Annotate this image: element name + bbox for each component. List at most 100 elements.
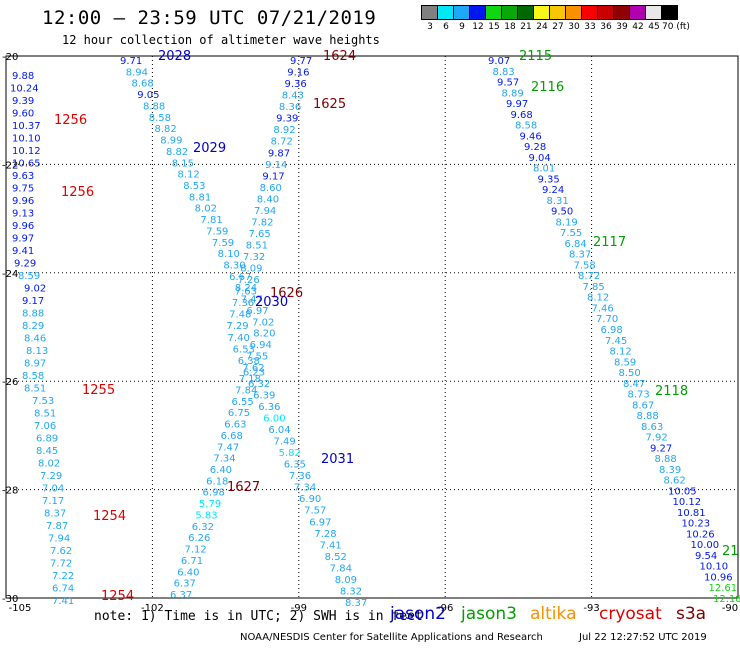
wave-height-value: 8.02 bbox=[38, 459, 60, 470]
wave-height-value: 8.09 bbox=[240, 264, 262, 275]
wave-height-value: 6.38 bbox=[238, 356, 260, 367]
wave-height-value: 8.02 bbox=[195, 204, 217, 215]
color-legend-labels: 3 6 9 12 15 18 21 24 27 30 33 36 39 42 45 70 (ft) bbox=[422, 22, 702, 32]
legend-altika: altika bbox=[530, 604, 577, 624]
wave-height-value: 8.72 bbox=[271, 137, 293, 148]
legend-label: 24 bbox=[536, 22, 548, 32]
wave-height-value: 9.97 bbox=[12, 234, 34, 245]
wave-height-value: 7.47 bbox=[241, 295, 263, 306]
pass-time-label: 1256 bbox=[61, 185, 94, 200]
wave-height-value: 8.20 bbox=[253, 329, 275, 340]
wave-height-value: 9.77 bbox=[290, 56, 312, 67]
wave-height-value: 8.92 bbox=[273, 125, 295, 136]
wave-height-value: 6.84 bbox=[565, 239, 587, 250]
wave-height-value: 6.68 bbox=[221, 431, 243, 442]
wave-height-value: 9.29 bbox=[14, 259, 36, 270]
wave-height-value: 7.04 bbox=[42, 484, 64, 495]
wave-height-value: 8.88 bbox=[143, 101, 165, 112]
map-title: 12:00 — 23:59 UTC 07/21/2019 bbox=[42, 7, 377, 29]
wave-height-value: 7.26 bbox=[237, 275, 259, 286]
legend-s3a: s3a bbox=[676, 604, 707, 624]
wave-height-value: 8.63 bbox=[641, 422, 663, 433]
legend-label: 39 bbox=[616, 22, 628, 32]
lat-tick-label: -26 bbox=[2, 377, 18, 388]
wave-height-value: 9.60 bbox=[12, 109, 34, 120]
wave-height-value: 10.10 bbox=[700, 562, 729, 573]
wave-height-value: 7.12 bbox=[184, 545, 206, 556]
wave-height-value: 10.96 bbox=[704, 572, 733, 583]
wave-height-value: 8.89 bbox=[502, 88, 524, 99]
wave-height-value: 8.88 bbox=[655, 454, 677, 465]
wave-height-value: 9.02 bbox=[24, 284, 46, 295]
wave-height-value: 7.55 bbox=[560, 228, 582, 239]
legend-label: 42 bbox=[632, 22, 644, 32]
wave-height-value: 6.40 bbox=[210, 465, 232, 476]
legend-label: 36 bbox=[600, 22, 612, 32]
wave-height-value: 6.37 bbox=[170, 590, 192, 601]
lon-tick-label: -99 bbox=[291, 603, 307, 614]
wave-height-value: 8.67 bbox=[632, 400, 654, 411]
footer-note: note: 1) Time is in UTC; 2) SWH is in fe… bbox=[94, 609, 423, 624]
wave-height-value: 9.68 bbox=[511, 110, 533, 121]
time-labels: 2028 1624 2115 2116 1625 1256 2029 1256 2117 1626… bbox=[54, 49, 740, 604]
wave-height-value: 7.28 bbox=[314, 529, 336, 540]
wave-height-value: 7.84 bbox=[235, 385, 257, 396]
wave-height-value: 7.34 bbox=[213, 454, 235, 465]
wave-height-value: 8.31 bbox=[547, 196, 569, 207]
wave-height-value: 7.62 bbox=[242, 363, 264, 374]
wave-height-value: 8.81 bbox=[189, 192, 211, 203]
wave-height-value: 7.22 bbox=[52, 571, 74, 582]
wave-height-value: 7.59 bbox=[212, 238, 234, 249]
wave-height-value: 9.17 bbox=[262, 171, 284, 182]
wave-height-value: 7.57 bbox=[304, 506, 326, 517]
wave-height-value: 6.35 bbox=[284, 460, 306, 471]
wave-height-value: 9.54 bbox=[695, 551, 717, 562]
lat-tick-label: -22 bbox=[2, 160, 18, 171]
wave-height-value: 8.12 bbox=[177, 170, 199, 181]
wave-height-value: 6.90 bbox=[299, 494, 321, 505]
wave-height-value: 9.28 bbox=[524, 142, 546, 153]
wave-height-value: 5.83 bbox=[195, 510, 217, 521]
wave-height-value: 6.37 bbox=[174, 579, 196, 590]
wave-height-value: 8.12 bbox=[610, 347, 632, 358]
wave-height-value: 10.00 bbox=[691, 540, 720, 551]
wave-height-value: 9.75 bbox=[12, 184, 34, 195]
axis-ticks: -20 -22 -24 -26 -28 -30-105 -102 -99 -96 -93 -90 bbox=[2, 52, 738, 614]
wave-height-value: 7.62 bbox=[50, 546, 72, 557]
wave-height-value: 10.26 bbox=[686, 529, 715, 540]
wave-height-value: 5.79 bbox=[199, 499, 221, 510]
lat-tick-label: -28 bbox=[2, 486, 18, 497]
wave-height-value: 6.75 bbox=[228, 408, 250, 419]
wave-height-value: 7.92 bbox=[646, 433, 668, 444]
wave-height-value: 10.81 bbox=[677, 508, 706, 519]
legend-label: 21 bbox=[520, 22, 532, 32]
wave-height-value: 9.24 bbox=[542, 185, 564, 196]
wave-height-value: 8.29 bbox=[22, 321, 44, 332]
wave-height-value: 7.48 bbox=[229, 310, 251, 321]
wave-height-value: 6.97 bbox=[309, 517, 331, 528]
wave-height-value: 7.94 bbox=[254, 206, 276, 217]
wave-height-value: 8.68 bbox=[131, 79, 153, 90]
footer-credit: NOAA/NESDIS Center for Satellite Applica… bbox=[240, 632, 543, 643]
wave-height-value: 10.37 bbox=[12, 121, 41, 132]
wave-height-value: 10.12 bbox=[673, 497, 702, 508]
map-frame bbox=[5, 55, 739, 599]
legend-label: 30 bbox=[568, 22, 580, 32]
wave-height-value: 7.72 bbox=[50, 559, 72, 570]
wave-height-value: 7.34 bbox=[294, 483, 316, 494]
wave-height-value: 7.84 bbox=[330, 563, 352, 574]
legend-label: 18 bbox=[504, 22, 516, 32]
wave-height-value: 7.65 bbox=[249, 229, 271, 240]
lon-tick-label: -96 bbox=[437, 603, 453, 614]
wave-height-value: 7.29 bbox=[226, 321, 248, 332]
pass-time-label: 1256 bbox=[54, 113, 87, 128]
wave-height-value: 8.40 bbox=[257, 194, 279, 205]
wave-height-value: 8.88 bbox=[637, 411, 659, 422]
legend-label: 33 bbox=[584, 22, 596, 32]
wave-height-value: 8.97 bbox=[24, 359, 46, 370]
wave-height-value: 7.41 bbox=[52, 596, 74, 607]
wave-height-value: 7.55 bbox=[246, 351, 268, 362]
wave-height-value: 6.00 bbox=[263, 413, 285, 424]
wave-height-value: 8.72 bbox=[578, 271, 600, 282]
